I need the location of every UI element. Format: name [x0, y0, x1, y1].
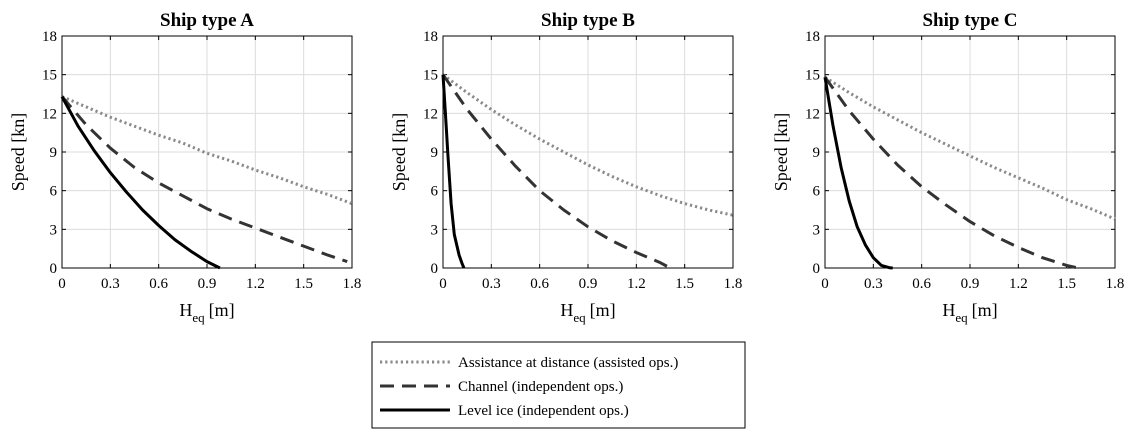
x-tick-label: 0: [439, 276, 447, 292]
y-tick-label: 0: [431, 261, 439, 277]
legend: Assistance at distance (assisted ops.) Ch…: [371, 341, 746, 429]
y-tick-label: 12: [423, 106, 438, 122]
series-line-dotted: [824, 75, 1116, 221]
x-tick-label: 0.9: [961, 276, 980, 292]
y-tick-label: 3: [431, 222, 439, 238]
y-tick-label: 15: [42, 68, 57, 84]
x-tick-label: 0.9: [579, 276, 598, 292]
x-tick-label: 1.2: [627, 276, 646, 292]
series-line-solid: [60, 95, 221, 270]
x-tick-label: 0.3: [864, 276, 883, 292]
x-tick-label: 1.8: [1106, 276, 1125, 292]
x-tick-label: 1.2: [246, 276, 265, 292]
y-tick-label: 9: [50, 145, 58, 161]
chart-title: Ship type A: [160, 10, 254, 31]
y-tick-label: 15: [423, 68, 438, 84]
y-axis-label: Speed [kn]: [389, 113, 409, 191]
x-tick-label: 0: [821, 276, 829, 292]
y-axis-label: Speed [kn]: [771, 113, 791, 191]
x-axis-label: Heq [m]: [560, 300, 615, 325]
y-tick-label: 18: [42, 29, 57, 45]
y-tick-label: 6: [50, 184, 58, 200]
y-tick-label: 6: [431, 184, 439, 200]
legend-label: Channel (independent ops.): [458, 379, 623, 395]
x-tick-label: 1.5: [1057, 276, 1076, 292]
x-tick-label: 1.8: [724, 276, 743, 292]
x-tick-label: 1.2: [1009, 276, 1028, 292]
x-axis-label: Heq [m]: [942, 300, 997, 325]
chart-panel-3: 0 0.3 0.6 0.9 1.2 1.5 1.8 0 3 6 9 12 15 18 Ship type C…: [771, 10, 1124, 325]
series-line-solid: [441, 74, 466, 269]
x-tick-label: 0.6: [530, 276, 549, 292]
y-tick-label: 3: [813, 222, 821, 238]
x-tick-label: 1.8: [343, 276, 362, 292]
x-tick-label: 0: [58, 276, 66, 292]
x-tick-label: 0.6: [149, 276, 168, 292]
y-tick-label: 12: [805, 106, 820, 122]
series-line-dotted: [61, 95, 353, 206]
series-line-dashed: [60, 95, 348, 264]
y-tick-label: 15: [805, 68, 820, 84]
chart-title: Ship type C: [922, 10, 1017, 31]
x-tick-label: 1.5: [294, 276, 313, 292]
series-line-dashed: [823, 76, 1079, 270]
y-axis-label: Speed [kn]: [8, 113, 28, 191]
y-tick-label: 12: [42, 106, 57, 122]
x-tick-label: 0.9: [198, 276, 217, 292]
x-tick-label: 0.6: [912, 276, 931, 292]
y-tick-label: 18: [805, 29, 820, 45]
x-tick-label: 1.5: [675, 276, 694, 292]
y-tick-label: 0: [50, 261, 58, 277]
y-tick-label: 18: [423, 29, 438, 45]
x-tick-label: 0.3: [101, 276, 120, 292]
x-tick-label: 0.3: [482, 276, 501, 292]
y-tick-label: 6: [813, 184, 821, 200]
legend-label: Assistance at distance (assisted ops.): [458, 355, 678, 371]
y-tick-label: 0: [813, 261, 821, 277]
legend-label: Level ice (independent ops.): [458, 403, 629, 419]
chart-panel-2: 0 0.3 0.6 0.9 1.2 1.5 1.8 0 3 6 9 12 15 18 Ship type B…: [389, 10, 742, 325]
series-line-dashed: [441, 73, 671, 270]
x-axis-label: Heq [m]: [179, 300, 234, 325]
y-tick-label: 9: [813, 145, 821, 161]
y-tick-label: 3: [50, 222, 58, 238]
chart-panel-1: 0 0.3 0.6 0.9 1.2 1.5 1.8 0 3 6 9 12 15 18 Ship type A…: [8, 10, 361, 325]
chart-title: Ship type B: [541, 10, 635, 31]
y-tick-label: 9: [431, 145, 439, 161]
series-line-solid: [823, 76, 893, 270]
